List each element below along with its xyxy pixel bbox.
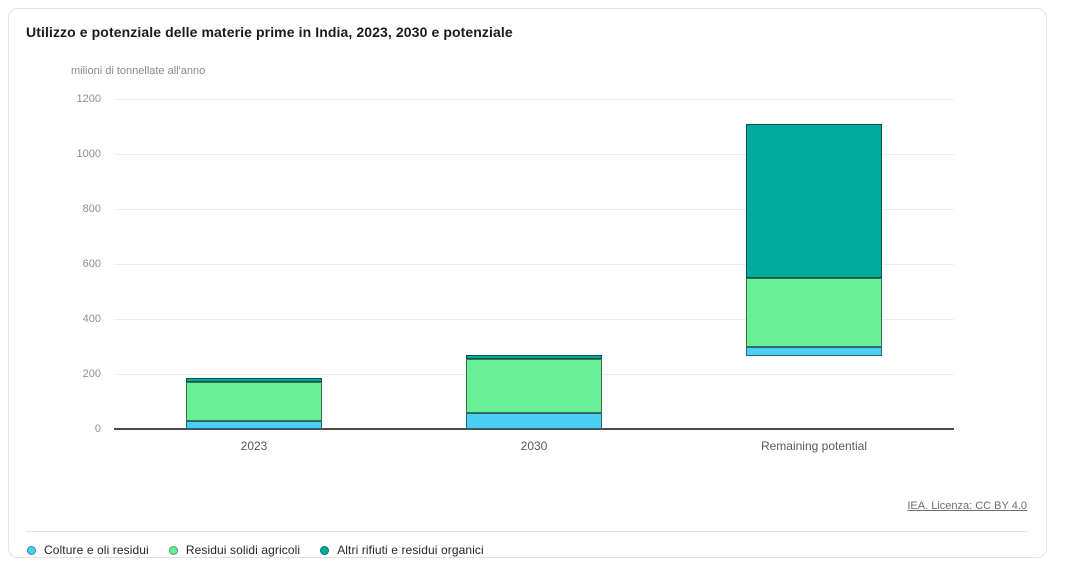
- gridline-800: [114, 209, 954, 210]
- iea-license-link[interactable]: IEA. Licenza: CC BY 4.0: [907, 500, 1027, 512]
- x-axis-line: [114, 428, 954, 430]
- legend-dot-icon: [27, 545, 36, 555]
- bar-segment[interactable]: [186, 420, 322, 429]
- bar-segment[interactable]: [466, 412, 602, 429]
- bar-segment[interactable]: [466, 354, 602, 359]
- x-category-label: 2023: [240, 439, 268, 453]
- gridline-400: [114, 319, 954, 320]
- gridline-1000: [114, 154, 954, 155]
- gridline-1200: [114, 99, 954, 100]
- x-category-label: 2030: [520, 439, 548, 453]
- legend-label: Altri rifiuti e residui organici: [337, 543, 484, 557]
- y-tick-label-1000: 1000: [76, 148, 101, 160]
- gridline-600: [114, 264, 954, 265]
- y-tick-label-0: 0: [94, 423, 101, 435]
- chart-title: Utilizzo e potenziale delle materie prim…: [26, 24, 513, 40]
- y-tick-label-600: 600: [82, 258, 101, 270]
- x-category-label: Remaining potential: [760, 439, 868, 453]
- y-tick-label-200: 200: [82, 368, 101, 380]
- legend-item[interactable]: Residui solidi agricoli: [168, 543, 301, 557]
- legend-label: Residui solidi agricoli: [185, 543, 301, 557]
- plot-area: 0 200 400 600 800 1000 1200 2023 2030 Remaining p…: [77, 93, 954, 453]
- bar-segment[interactable]: [186, 382, 322, 421]
- legend-item[interactable]: Altri rifiuti e residui organici: [320, 543, 484, 557]
- y-tick-label-400: 400: [82, 313, 101, 325]
- legend: Colture e oli residui Residui solidi agri…: [27, 540, 484, 560]
- legend-divider: [26, 531, 1027, 532]
- y-tick-label-800: 800: [82, 203, 101, 215]
- legend-dot-icon: [320, 545, 330, 555]
- bar-segment[interactable]: [746, 123, 882, 278]
- bar-segment[interactable]: [186, 378, 322, 383]
- y-axis-unit-label: milioni di tonnellate all'anno: [71, 65, 206, 77]
- bar-segment[interactable]: [746, 277, 882, 347]
- legend-item[interactable]: Colture e oli residui: [27, 543, 149, 557]
- y-tick-label-1200: 1200: [76, 93, 101, 105]
- bar-segment[interactable]: [466, 358, 602, 413]
- legend-dot-icon: [168, 545, 178, 555]
- bar-segment[interactable]: [746, 346, 882, 357]
- legend-label: Colture e oli residui: [44, 543, 149, 557]
- chart-card: Utilizzo e potenziale delle materie prim…: [8, 8, 1047, 558]
